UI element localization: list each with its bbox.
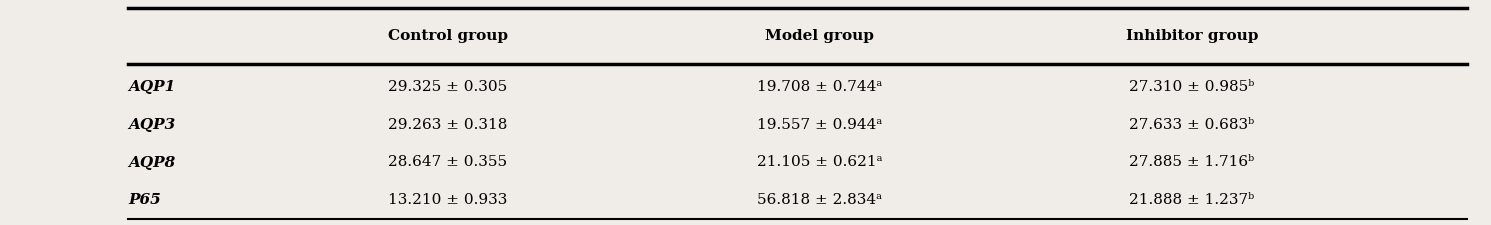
Text: 21.105 ± 0.621ᵃ: 21.105 ± 0.621ᵃ	[757, 155, 883, 169]
Text: 29.325 ± 0.305: 29.325 ± 0.305	[388, 80, 507, 94]
Text: P65: P65	[128, 193, 161, 207]
Text: 27.310 ± 0.985ᵇ: 27.310 ± 0.985ᵇ	[1129, 80, 1254, 94]
Text: 27.885 ± 1.716ᵇ: 27.885 ± 1.716ᵇ	[1129, 155, 1254, 169]
Text: AQP8: AQP8	[128, 155, 174, 169]
Text: 19.557 ± 0.944ᵃ: 19.557 ± 0.944ᵃ	[757, 118, 883, 132]
Text: Inhibitor group: Inhibitor group	[1126, 29, 1258, 43]
Text: 19.708 ± 0.744ᵃ: 19.708 ± 0.744ᵃ	[757, 80, 883, 94]
Text: 13.210 ± 0.933: 13.210 ± 0.933	[388, 193, 507, 207]
Text: AQP1: AQP1	[128, 80, 174, 94]
Text: 28.647 ± 0.355: 28.647 ± 0.355	[388, 155, 507, 169]
Text: 21.888 ± 1.237ᵇ: 21.888 ± 1.237ᵇ	[1129, 193, 1254, 207]
Text: 56.818 ± 2.834ᵃ: 56.818 ± 2.834ᵃ	[757, 193, 883, 207]
Text: AQP3: AQP3	[128, 118, 174, 132]
Text: 29.263 ± 0.318: 29.263 ± 0.318	[388, 118, 507, 132]
Text: 27.633 ± 0.683ᵇ: 27.633 ± 0.683ᵇ	[1129, 118, 1254, 132]
Text: Model group: Model group	[765, 29, 874, 43]
Text: Control group: Control group	[388, 29, 508, 43]
